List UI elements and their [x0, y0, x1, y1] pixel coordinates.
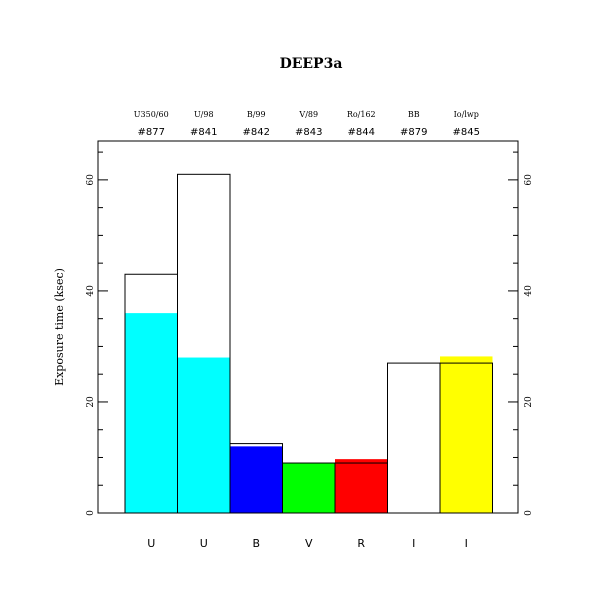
filter-label-7: Io/lwp — [454, 110, 479, 119]
filter-label-1: U350/60 — [134, 110, 169, 119]
y-axis-label: Exposure time (ksec) — [53, 268, 66, 386]
plot-frame — [97, 140, 519, 514]
id-label-2: #841 — [190, 127, 217, 138]
filled-bar-3 — [230, 446, 283, 513]
category-label-7: I — [465, 537, 468, 550]
category-label-3: B — [252, 537, 260, 550]
y-tick-label-right: 60 — [524, 174, 534, 186]
id-label-5: #844 — [348, 127, 375, 138]
filter-label-2: U/98 — [194, 110, 214, 119]
filled-bars — [125, 313, 493, 513]
filled-bar-2 — [177, 357, 230, 513]
y-tick-label-right: 0 — [524, 510, 534, 516]
y-tick-label-left: 60 — [86, 174, 96, 186]
id-label-4: #843 — [295, 127, 322, 138]
filter-label-6: BB — [408, 110, 420, 119]
category-label-2: U — [200, 537, 208, 550]
y-tick-label-left: 40 — [86, 285, 96, 297]
filter-label-3: B/99 — [247, 110, 266, 119]
y-tick-label-left: 0 — [86, 510, 96, 516]
y-tick-label-left: 20 — [86, 396, 96, 408]
id-label-6: #879 — [400, 127, 427, 138]
axis-labels: U U350/60 #877 U U/98 #841 B B/99 #842 V V/89 #843 R… — [86, 110, 534, 550]
filled-bar-1 — [125, 313, 178, 513]
axis-ticks — [98, 151, 518, 514]
filter-label-4: V/89 — [298, 110, 318, 119]
chart-title: DEEP3a — [280, 56, 343, 72]
outline-bar-6 — [387, 362, 441, 514]
filled-bar-7 — [440, 356, 493, 513]
filled-bar-5 — [335, 459, 388, 513]
category-label-6: I — [412, 537, 415, 550]
id-label-1: #877 — [138, 127, 165, 138]
category-label-4: V — [305, 537, 313, 550]
id-label-3: #842 — [243, 127, 270, 138]
category-label-5: R — [357, 537, 365, 550]
y-tick-label-right: 40 — [524, 285, 534, 297]
y-tick-label-right: 20 — [524, 396, 534, 408]
category-label-1: U — [147, 537, 155, 550]
filled-bar-4 — [282, 463, 335, 513]
id-label-7: #845 — [453, 127, 480, 138]
filter-label-5: Ro/162 — [347, 110, 376, 119]
